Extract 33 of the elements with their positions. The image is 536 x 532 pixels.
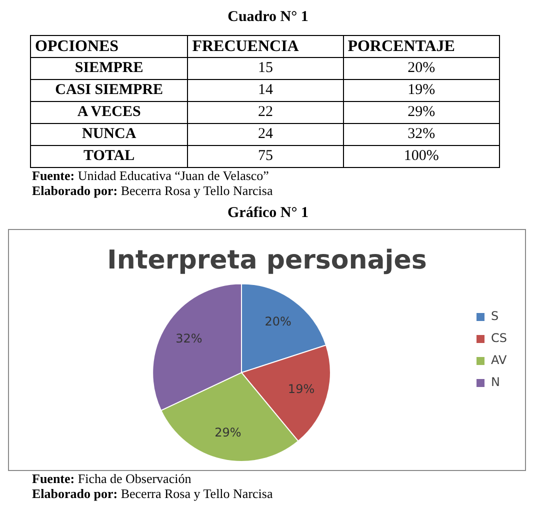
text: CASI SIEMPRE — [30, 80, 188, 102]
data-label: 32% — [176, 331, 202, 346]
text: 32% — [343, 124, 500, 146]
text: 22 — [188, 102, 344, 124]
text: NUNCA — [30, 124, 188, 146]
text: TOTAL — [30, 146, 188, 168]
source-note: Fuente: Unidad Educativa “Juan de Velasco” — [31, 168, 270, 183]
legend-label: AV — [491, 353, 508, 368]
legend-label: N — [491, 375, 500, 390]
text: OPCIONES — [30, 36, 188, 58]
text: 14 — [188, 80, 344, 102]
text: 100% — [343, 146, 500, 168]
text: A VECES — [30, 102, 188, 124]
text: 24 — [188, 124, 344, 146]
text: Cuadro N° 1 — [226, 8, 310, 27]
text: 15 — [188, 58, 344, 80]
legend-label: CS — [491, 331, 508, 346]
text: PORCENTAJE — [343, 36, 500, 58]
text: Gráfico N° 1 — [226, 204, 310, 223]
data-label: 19% — [288, 382, 315, 396]
source-note: Fuente: Ficha de Observación — [31, 471, 192, 486]
data-label: 20% — [264, 314, 292, 328]
text: Elaborado por: Becerra Rosa y Tello Narcisa — [31, 486, 274, 501]
text: 75 — [188, 146, 344, 168]
text: 20% — [343, 58, 500, 80]
text: SIEMPRE — [30, 58, 188, 80]
text: Elaborado por: Becerra Rosa y Tello Narcisa — [31, 183, 274, 198]
text: 19% — [343, 80, 500, 102]
legend-label: S — [491, 309, 499, 324]
chart-title: Interpreta personajes — [107, 245, 427, 276]
text: FRECUENCIA — [188, 36, 344, 58]
data-label: 29% — [214, 425, 242, 440]
text: 29% — [343, 102, 500, 124]
